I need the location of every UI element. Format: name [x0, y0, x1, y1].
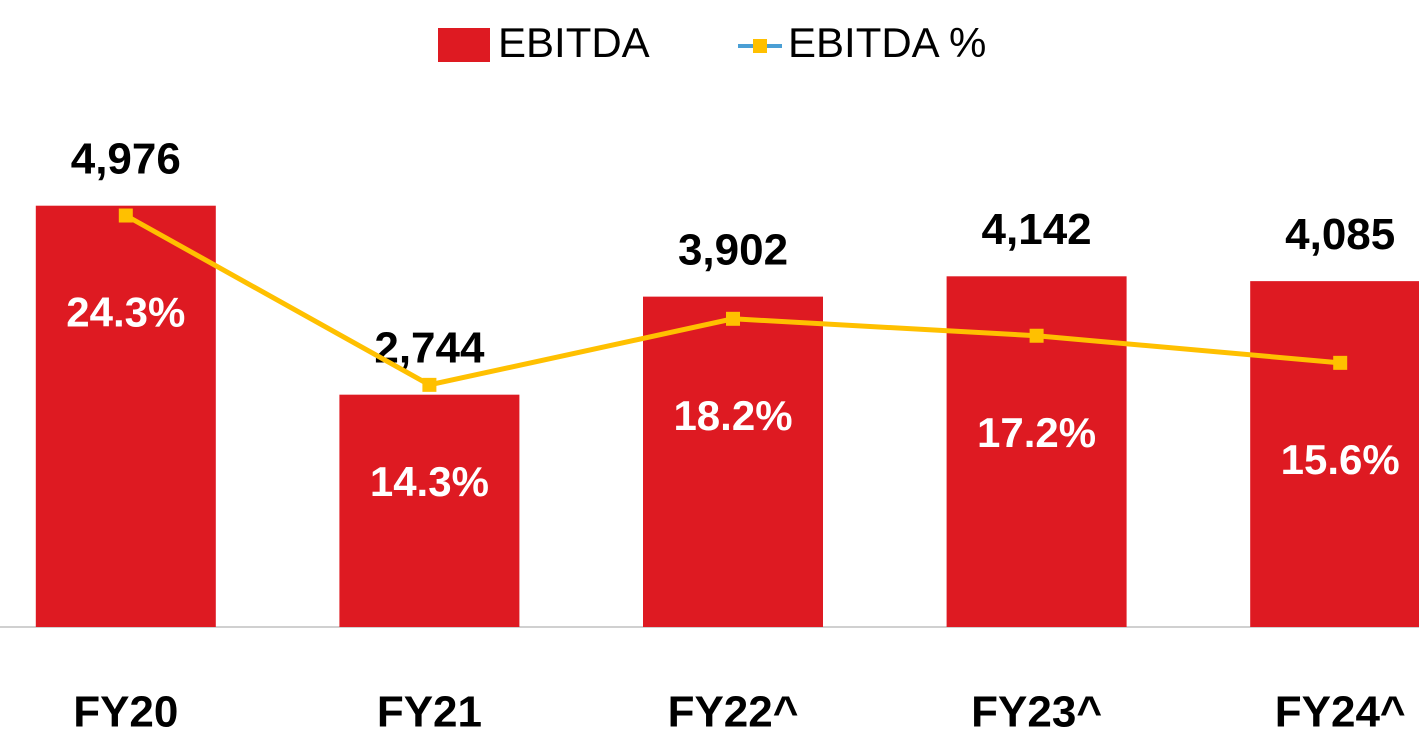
- line-marker: [1333, 355, 1348, 370]
- legend-label: EBITDA %: [788, 19, 986, 66]
- legend-marker: [753, 39, 767, 53]
- x-tick-label: FY22^: [668, 688, 799, 737]
- percent-label: 15.6%: [1281, 436, 1400, 483]
- percent-label: 17.2%: [977, 409, 1096, 456]
- value-label: 3,902: [678, 225, 788, 274]
- value-label: 4,085: [1285, 210, 1395, 259]
- x-tick-label: FY21: [377, 688, 482, 737]
- x-tick-label: FY23^: [971, 688, 1102, 737]
- percent-label: 14.3%: [370, 458, 489, 505]
- line-marker: [422, 377, 437, 392]
- percent-label: 24.3%: [66, 289, 185, 336]
- value-label: 4,976: [71, 134, 181, 183]
- legend-swatch: [438, 28, 490, 62]
- line-marker: [118, 208, 133, 223]
- bar: [35, 205, 216, 627]
- legend-label: EBITDA: [498, 19, 650, 66]
- value-label: 4,142: [982, 205, 1092, 254]
- x-tick-label: FY20: [73, 688, 178, 737]
- x-tick-label: FY24^: [1275, 688, 1406, 737]
- line-marker: [726, 311, 740, 326]
- percent-label: 18.2%: [673, 392, 792, 439]
- bar: [643, 296, 823, 627]
- line-marker: [1029, 328, 1044, 343]
- bar: [339, 394, 520, 627]
- bar: [1250, 281, 1419, 627]
